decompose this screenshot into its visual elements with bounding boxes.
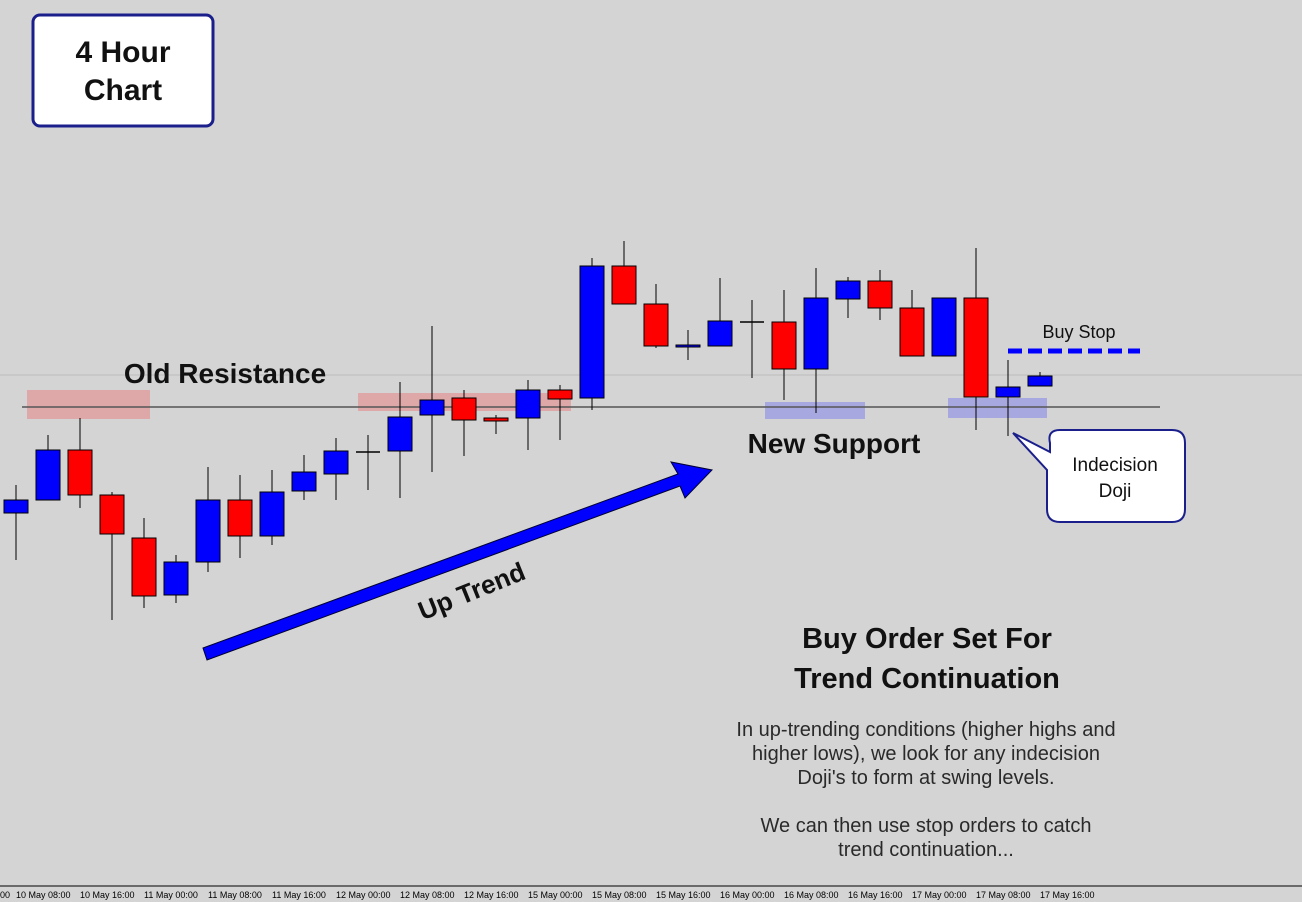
x-tick-label: 15 May 16:00 [656,890,711,900]
candle-body [227,499,253,537]
candle-body [707,320,733,347]
body-line: In up-trending conditions (higher highs … [736,719,1115,741]
candle-body [35,449,61,501]
candle-body [995,386,1021,398]
x-tick-label: 17 May 16:00 [1040,890,1095,900]
title-line: 4 Hour [75,36,170,69]
candle-body [195,499,221,563]
candle-body [67,449,93,496]
candle-body [291,471,317,492]
support-zone [948,398,1047,418]
candle-body [259,491,285,537]
x-tick-label: 16 May 16:00 [848,890,903,900]
candle-body [803,297,829,370]
x-tick-label: 10 May 08:00 [16,890,71,900]
candle-body [963,297,989,398]
x-tick-label: 17 May 00:00 [912,890,967,900]
candle-body [483,417,509,422]
x-tick-label: 15 May 00:00 [528,890,583,900]
candle-body [931,297,957,357]
body-line: Doji's to form at swing levels. [797,767,1054,789]
candle-body [131,537,157,597]
x-tick-label: 11 May 16:00 [272,890,326,900]
x-tick-label: 11 May 08:00 [208,890,262,900]
support-zone [765,402,865,419]
candle-body [515,389,541,419]
body-text: In up-trending conditions (higher highs … [736,719,1115,861]
callout-text: Indecision [1072,455,1158,476]
trend-arrow [202,461,713,661]
candle-body [547,389,573,400]
candle-body [323,450,349,475]
x-axis-labels: 10 May 08:00 10 May 16:00 11 May 00:00 11 M… [16,890,1095,900]
x-tick-label: 11 May 00:00 [144,890,198,900]
x-tick-label: 00 [0,890,10,900]
x-tick-label: 17 May 08:00 [976,890,1031,900]
candle-body [99,494,125,535]
title-box [31,13,215,128]
candle-body [419,399,445,416]
candle-body [643,303,669,347]
candle-body [3,499,29,514]
candle-body [867,280,893,309]
heading: Buy Order Set For [802,623,1052,655]
body-line: higher lows), we look for any indecision [752,743,1100,765]
body-line: We can then use stop orders to catch [761,815,1092,837]
resistance-zone [27,390,150,419]
x-tick-label: 12 May 08:00 [400,890,455,900]
x-tick-label: 15 May 08:00 [592,890,647,900]
callout-text: Doji [1099,481,1132,502]
x-tick-label: 12 May 16:00 [464,890,519,900]
body-line: trend continuation... [838,839,1014,861]
annotation: New Support [748,428,921,459]
candle-body [611,265,637,305]
annotation: Old Resistance [124,358,326,389]
title-line: Chart [84,74,162,107]
x-tick-label: 16 May 00:00 [720,890,775,900]
candles [3,241,1053,620]
x-tick-label: 10 May 16:00 [80,890,135,900]
x-tick-label: 12 May 00:00 [336,890,391,900]
x-tick-label: 16 May 08:00 [784,890,839,900]
candle-body [387,416,413,452]
candle-body [1027,375,1053,387]
candle-body [579,265,605,399]
candle-body [163,561,189,596]
candle-body [675,344,701,348]
candle-body [899,307,925,357]
annotation: Buy Stop [1042,322,1115,342]
heading: Trend Continuation [794,663,1060,695]
candle-body [835,280,861,300]
candle-body [771,321,797,370]
candle-body [451,397,477,421]
callout [1012,429,1186,523]
